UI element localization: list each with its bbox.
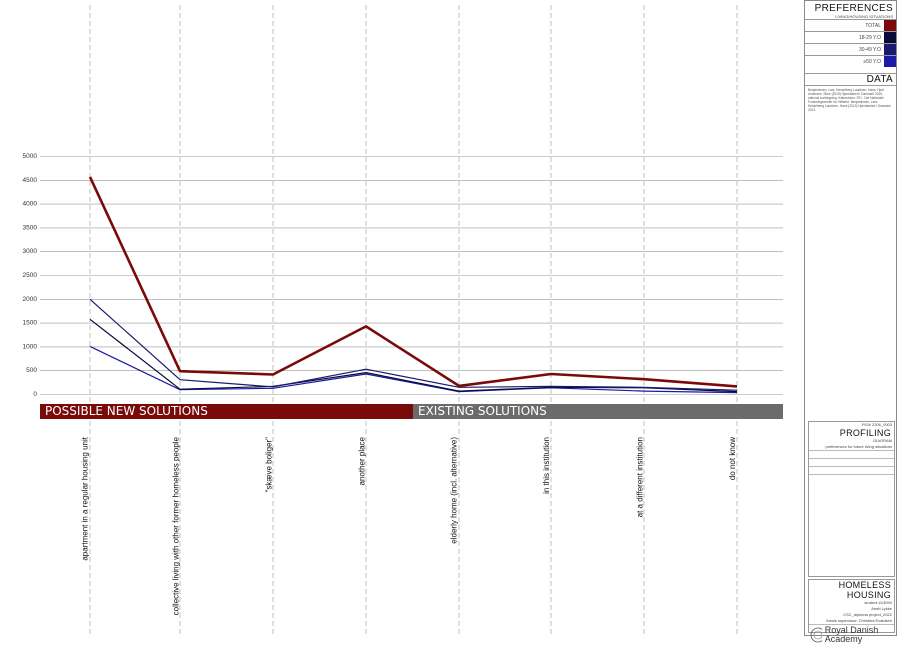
profiling-block: FIG# 2206_0003 PROFILING DIAGRAM prefere… bbox=[808, 421, 895, 577]
y-tick-label: 500 bbox=[26, 367, 37, 374]
y-tick-label: 3000 bbox=[23, 248, 38, 255]
legend-label: 18-29 Y.O bbox=[858, 34, 881, 41]
fig-number: FIG# 2206_0003 bbox=[861, 422, 892, 427]
category-label-text: "skæve boliger" bbox=[264, 437, 273, 493]
academy-seal-icon bbox=[810, 627, 822, 643]
preferences-title: PREFERENCES bbox=[814, 3, 893, 14]
series-line-total bbox=[88, 176, 738, 388]
legend-item: 30-49 Y.O bbox=[805, 43, 896, 55]
legend-item: 18-29 Y.O bbox=[805, 31, 896, 43]
academy-name: Royal Danish Academy bbox=[824, 625, 879, 644]
legend-item: ≥50 Y.O bbox=[805, 55, 896, 67]
category-label: at a different institution bbox=[632, 437, 644, 637]
legend-swatch bbox=[884, 32, 896, 43]
category-label-text: elderly home (incl. alternative) bbox=[450, 437, 459, 544]
y-tick-label: 4500 bbox=[23, 177, 38, 184]
category-label-text: apartment in a regular housing unit bbox=[81, 437, 90, 561]
course-name: CSC_diploma project_2022 bbox=[843, 612, 892, 617]
academy-row: Royal Danish Academy bbox=[809, 624, 894, 645]
category-label: elderly home (incl. alternative) bbox=[447, 437, 459, 637]
legend: TOTAL 18-29 Y.O 30-49 Y.O ≥50 Y.O bbox=[805, 19, 896, 67]
category-label-text: at a different institution bbox=[635, 437, 644, 518]
data-title: DATA bbox=[805, 73, 896, 86]
y-tick-label: 2000 bbox=[23, 296, 38, 303]
y-tick-label: 0 bbox=[33, 391, 37, 398]
category-label: apartment in a regular housing unit bbox=[78, 437, 90, 637]
line-chart: 0 500 1000 1500 2000 2500 3000 3500 4000 4500 5000 bbox=[23, 5, 783, 637]
series-line--50-y-o bbox=[89, 345, 738, 394]
preferences-subtitle: LIVING/HOUSING SITUATIONS bbox=[835, 14, 893, 19]
y-tick-label: 5000 bbox=[23, 153, 38, 160]
category-label-text: another place bbox=[357, 437, 366, 486]
legend-label: 30-49 Y.O bbox=[858, 46, 881, 53]
y-tick-label: 3500 bbox=[23, 224, 38, 231]
legend-item: TOTAL bbox=[805, 19, 896, 31]
supervisor-name: thesis supervisor: Christina Evaldsen bbox=[826, 618, 892, 623]
category-label: do not know bbox=[725, 437, 737, 637]
student-id: student #13094 bbox=[864, 600, 892, 605]
project-title: HOMELESS HOUSING bbox=[838, 580, 891, 600]
possible-new-solutions-band: POSSIBLE NEW SOLUTIONS bbox=[40, 404, 413, 419]
profiling-title: PROFILING bbox=[839, 428, 891, 438]
series-line-30-49-y-o bbox=[89, 298, 738, 391]
diagram-label: DIAGRAM bbox=[873, 438, 892, 443]
category-label: another place bbox=[354, 437, 366, 637]
legend-label: TOTAL bbox=[865, 22, 881, 29]
category-label-text: in this institution bbox=[542, 437, 551, 494]
title-block: HOMELESS HOUSING student #13094 Anett Ly… bbox=[808, 579, 895, 644]
category-label-text: collective living with other former home… bbox=[171, 437, 180, 616]
legend-label: ≥50 Y.O bbox=[863, 58, 881, 65]
legend-swatch bbox=[884, 44, 896, 55]
legend-swatch bbox=[884, 56, 896, 67]
existing-solutions-band: EXISTING SOLUTIONS bbox=[413, 404, 783, 419]
y-tick-label: 1500 bbox=[23, 320, 38, 327]
y-tick-label: 1000 bbox=[23, 343, 38, 350]
diagram-caption: preferences for future living situations bbox=[825, 444, 892, 449]
author-name: Anett Lykke bbox=[871, 606, 892, 611]
category-label: collective living with other former home… bbox=[168, 437, 180, 637]
side-panel: PREFERENCES LIVING/HOUSING SITUATIONS TO… bbox=[804, 0, 897, 644]
category-label-text: do not know bbox=[728, 437, 737, 481]
data-sources: Benjaminsen, Lars, Hesselberg Lauritzen,… bbox=[808, 88, 891, 112]
y-tick-label: 4000 bbox=[23, 201, 38, 208]
category-label: "skæve boliger" bbox=[261, 437, 273, 637]
y-tick-label: 2500 bbox=[23, 272, 38, 279]
category-label: in this institution bbox=[539, 437, 551, 637]
legend-swatch bbox=[884, 20, 896, 31]
